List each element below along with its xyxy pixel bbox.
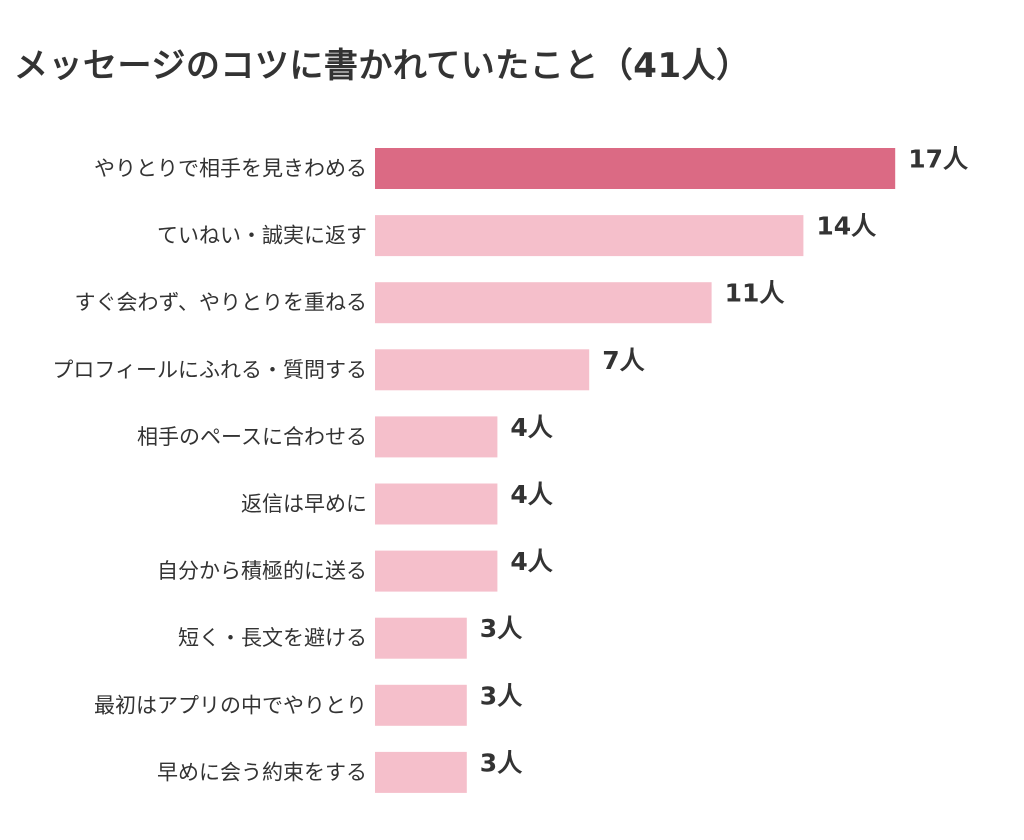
- bar: [375, 617, 467, 659]
- value-label: 4人: [510, 547, 552, 576]
- bar: [375, 550, 498, 592]
- category-label: 相手のペースに合わせる: [137, 425, 367, 449]
- bar: [375, 215, 804, 257]
- category-label: 返信は早めに: [241, 492, 367, 516]
- category-label: プロフィールにふれる・質問する: [52, 358, 367, 382]
- bar: [375, 416, 498, 458]
- value-label: 3人: [480, 748, 522, 777]
- value-label: 4人: [510, 413, 552, 442]
- value-label: 4人: [510, 480, 552, 509]
- value-label: 7人: [602, 346, 644, 375]
- bar: [375, 148, 896, 189]
- value-label: 14人: [816, 212, 876, 241]
- value-label: 3人: [480, 681, 522, 710]
- bar: [375, 483, 498, 525]
- category-label: ていねい・誠実に返す: [157, 224, 367, 248]
- value-label: 11人: [725, 279, 785, 308]
- category-label: 短く・長文を避ける: [178, 626, 367, 650]
- bar: [375, 282, 712, 324]
- category-label: 早めに会う約束をする: [157, 760, 367, 784]
- category-label: やりとりで相手を見きわめる: [94, 157, 367, 181]
- category-label: 最初はアプリの中でやりとり: [94, 693, 367, 717]
- value-label: 3人: [480, 614, 522, 643]
- category-label: すぐ会わず、やりとりを重ねる: [74, 291, 367, 315]
- bar: [375, 684, 467, 726]
- bar: [375, 349, 590, 391]
- value-label: 17人: [908, 145, 968, 174]
- chart-title: メッセージのコツに書かれていたこと（41人）: [14, 46, 751, 86]
- bar: [375, 751, 467, 793]
- category-label: 自分から積極的に送る: [157, 559, 367, 583]
